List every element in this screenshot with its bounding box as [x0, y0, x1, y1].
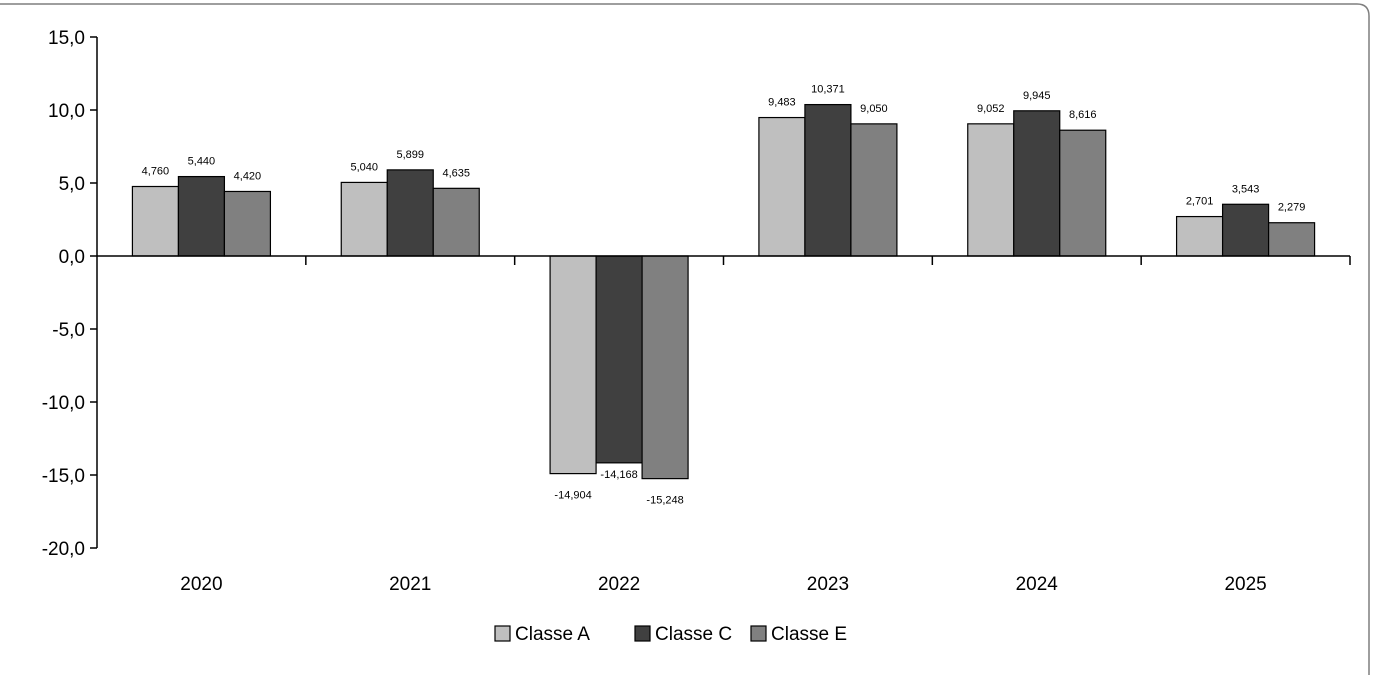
data-label: 4,635	[442, 167, 470, 179]
legend-swatch	[750, 625, 767, 642]
bar	[641, 255, 689, 480]
bar	[595, 255, 643, 464]
data-label: 4,420	[234, 170, 262, 182]
bar	[340, 181, 388, 257]
y-axis: 15,0 10,0 5,0 0,0 -5,0 -10,0 -15,0 -20,0	[42, 28, 98, 560]
x-tick-label: 2025	[1224, 574, 1266, 595]
legend-swatch	[634, 625, 651, 642]
data-label: 5,899	[396, 149, 424, 161]
data-label: 5,040	[350, 161, 378, 173]
y-tick-label: -5,0	[52, 320, 85, 341]
bar	[131, 185, 180, 257]
bar	[386, 169, 434, 257]
data-label: 9,945	[1023, 90, 1051, 102]
bar	[850, 123, 898, 257]
bar	[1267, 222, 1316, 257]
bar	[1175, 215, 1224, 257]
bar	[223, 190, 272, 257]
x-tick-label: 2022	[598, 574, 640, 595]
bar	[1059, 129, 1107, 257]
bar	[967, 123, 1015, 257]
data-label: 9,050	[860, 103, 888, 115]
data-label: 2,279	[1278, 202, 1306, 214]
x-tick-label: 2020	[180, 574, 222, 595]
legend-label: Classe E	[771, 624, 847, 645]
data-label: 3,543	[1232, 183, 1260, 195]
data-label: 2,701	[1186, 196, 1214, 208]
bar	[549, 255, 597, 475]
legend-swatch	[494, 625, 511, 642]
chart-border	[0, 3, 1370, 675]
bar	[177, 175, 226, 257]
y-tick-label: 0,0	[59, 247, 85, 268]
bar	[432, 187, 480, 257]
data-label: -14,168	[600, 469, 637, 481]
bar	[804, 103, 852, 257]
data-label: 4,760	[142, 166, 170, 178]
bar	[1013, 110, 1061, 257]
data-label: 5,440	[188, 156, 216, 168]
bar	[758, 116, 806, 257]
legend-label: Classe C	[655, 624, 732, 645]
x-axis: 2020 2021 2022 2023 2024 2025	[97, 255, 1351, 595]
data-label: -15,248	[646, 495, 683, 507]
y-tick-label: 10,0	[48, 101, 85, 122]
data-label: 8,616	[1069, 109, 1097, 121]
y-tick-label: -15,0	[42, 466, 85, 487]
legend-label: Classe A	[515, 624, 590, 645]
bars	[131, 103, 1316, 480]
x-tick-label: 2023	[807, 574, 849, 595]
x-tick-label: 2021	[389, 574, 431, 595]
legend: Classe A Classe C Classe E	[494, 624, 847, 645]
y-tick-label: -20,0	[42, 539, 85, 560]
data-label: 9,052	[977, 103, 1005, 115]
data-label: 9,483	[768, 97, 796, 109]
data-label: 10,371	[811, 84, 845, 96]
y-tick-label: 15,0	[48, 28, 85, 49]
data-label: -14,904	[554, 490, 591, 502]
bar	[1221, 203, 1270, 257]
y-tick-label: 5,0	[59, 174, 85, 195]
y-tick-label: -10,0	[42, 393, 85, 414]
x-tick-label: 2024	[1016, 574, 1059, 595]
data-labels: 4,760 5,440 4,420 5,040 5,899 4,635 -14,904 -14…	[142, 84, 1306, 507]
